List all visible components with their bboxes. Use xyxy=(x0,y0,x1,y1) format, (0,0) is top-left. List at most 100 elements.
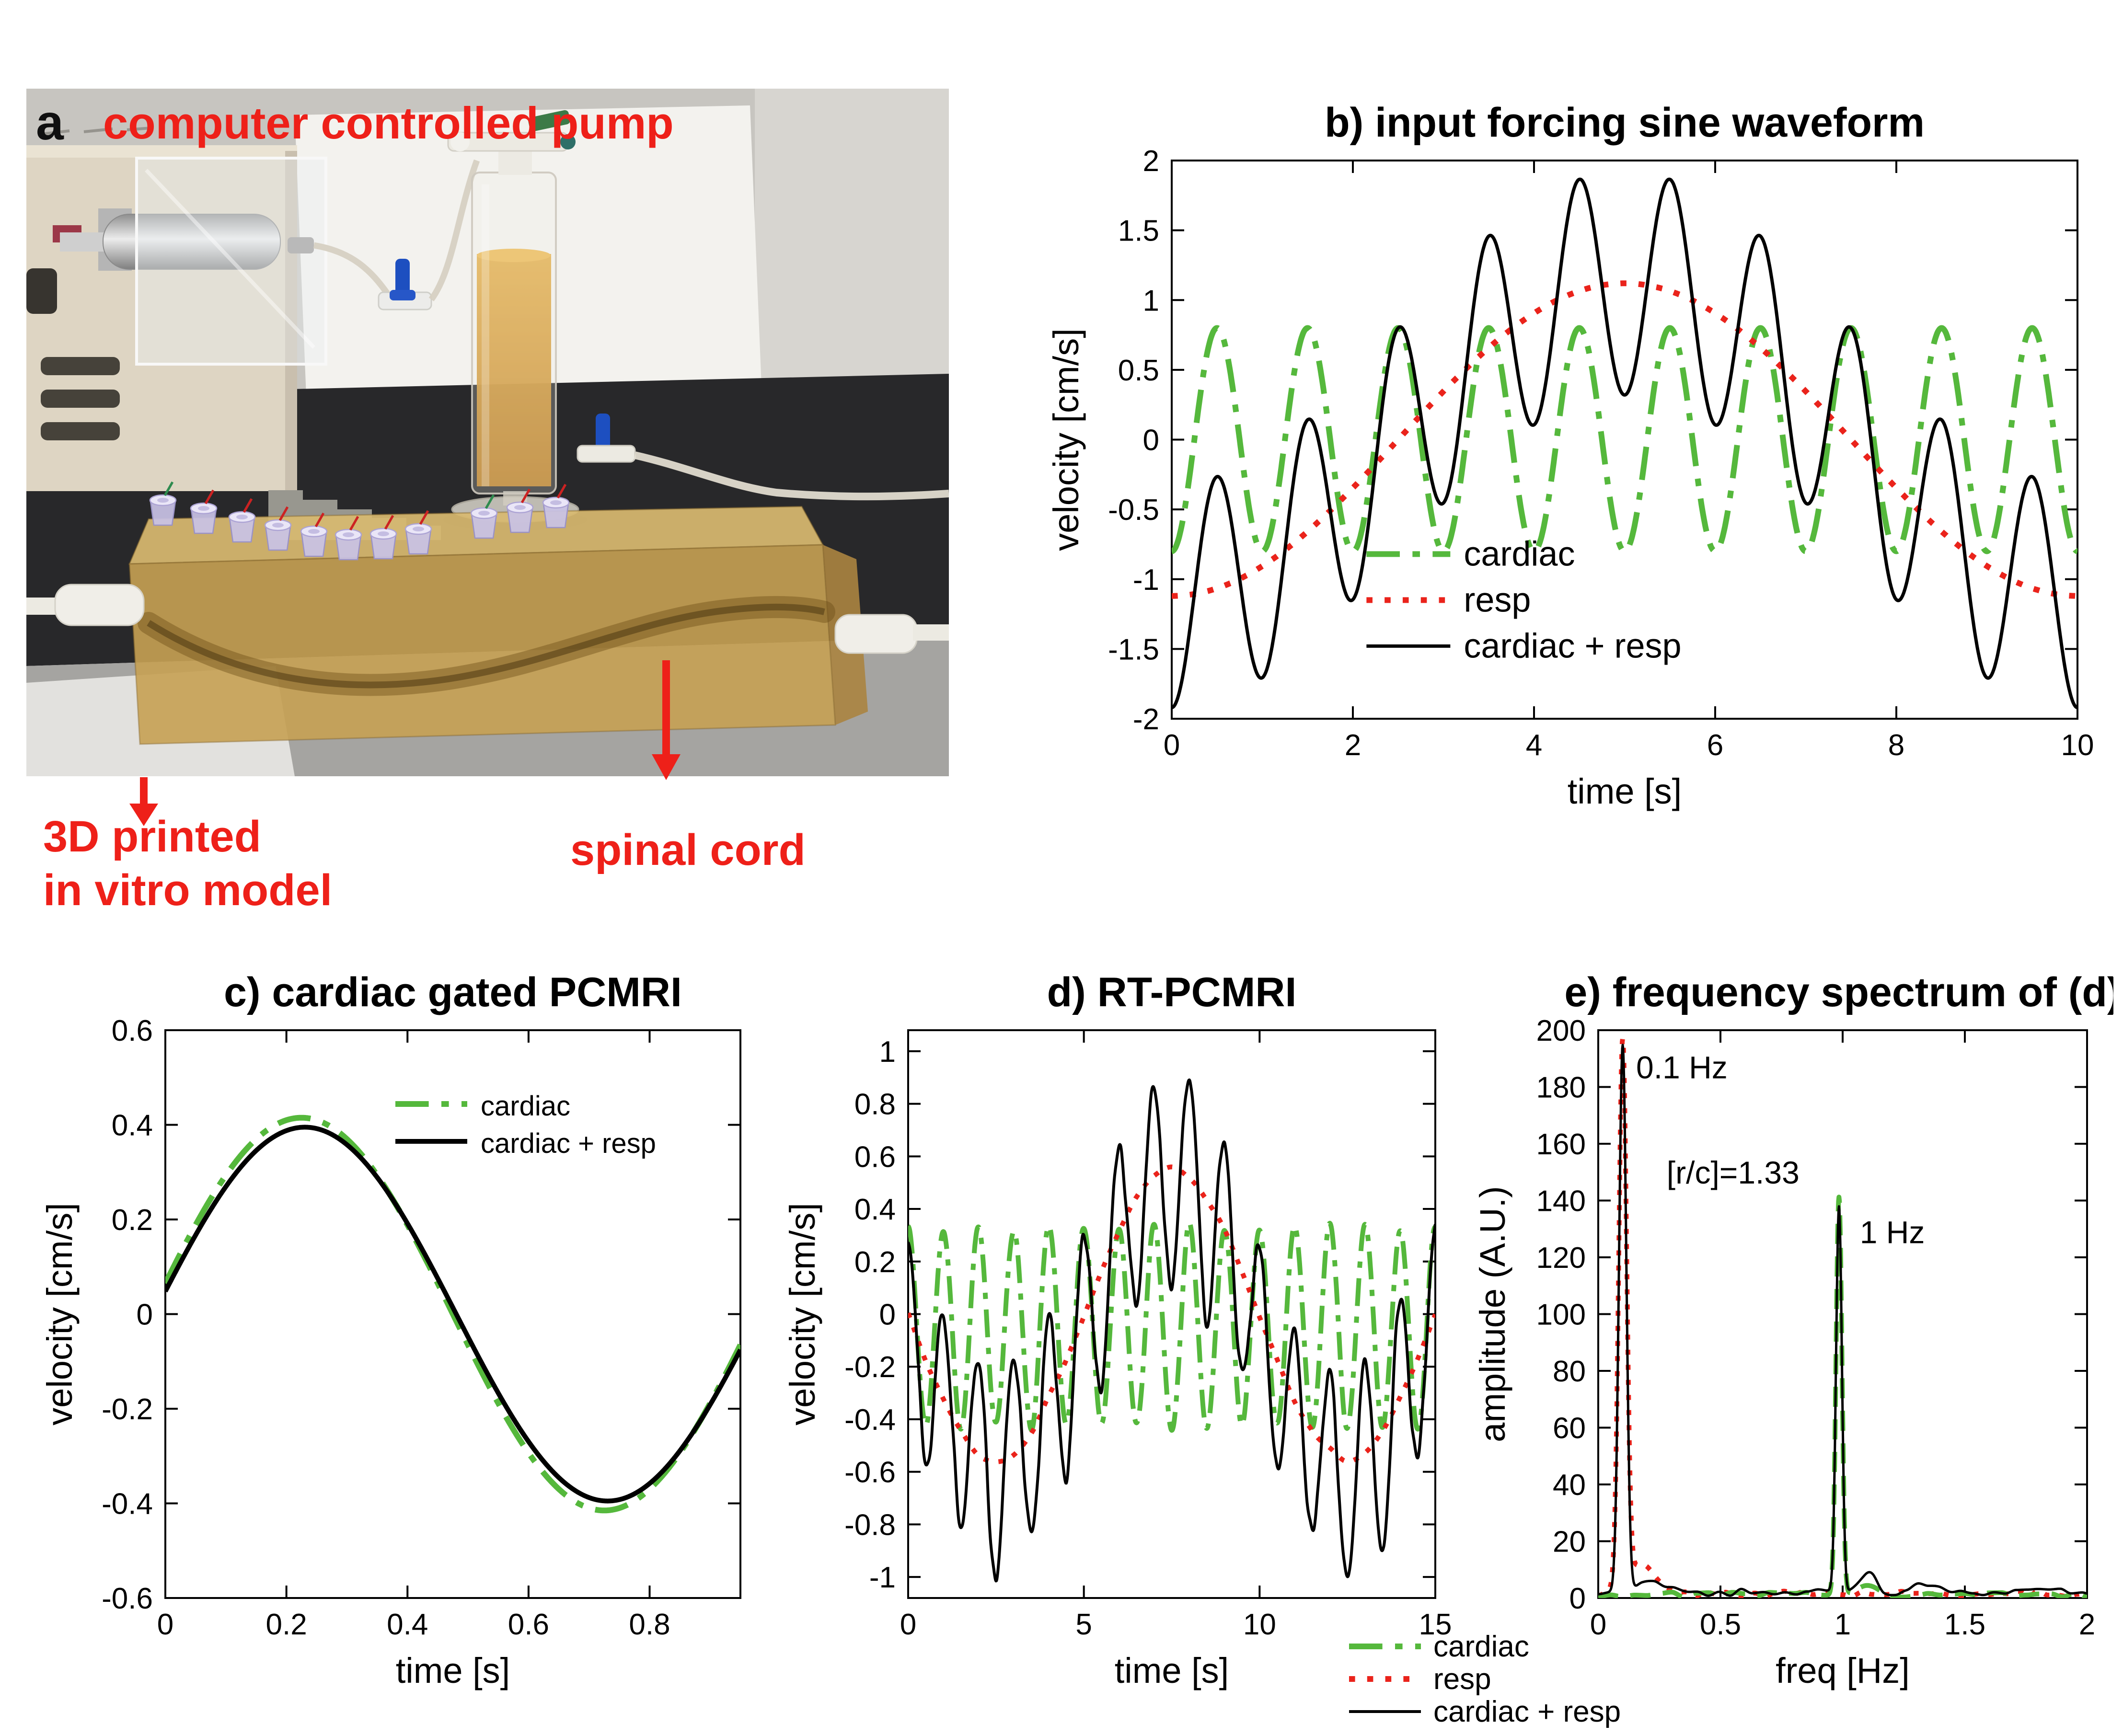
svg-text:2: 2 xyxy=(2079,1608,2095,1641)
label-3d-printed: 3D printed in vitro model xyxy=(43,810,332,917)
svg-text:0: 0 xyxy=(879,1299,896,1332)
svg-text:-0.5: -0.5 xyxy=(1108,494,1159,527)
legend-item: resp xyxy=(1349,1662,1621,1696)
svg-text:160: 160 xyxy=(1536,1128,1586,1161)
svg-text:1.5: 1.5 xyxy=(1944,1608,1985,1641)
svg-text:0.4: 0.4 xyxy=(387,1608,428,1641)
svg-text:-0.2: -0.2 xyxy=(102,1393,153,1426)
svg-text:-0.8: -0.8 xyxy=(844,1508,896,1541)
svg-text:cardiac: cardiac xyxy=(481,1091,570,1122)
svg-text:0.5: 0.5 xyxy=(1118,354,1159,387)
svg-text:0: 0 xyxy=(900,1608,916,1641)
svg-text:1: 1 xyxy=(1835,1608,1851,1641)
svg-text:0.6: 0.6 xyxy=(508,1608,549,1641)
legend-item: cardiac xyxy=(1349,1630,1621,1663)
svg-text:2: 2 xyxy=(1345,729,1361,762)
pump-label: computer controlled pump xyxy=(103,98,674,148)
legend-line-sample xyxy=(1349,1710,1421,1713)
label-3d-line1: 3D printed xyxy=(43,812,261,861)
svg-text:-0.4: -0.4 xyxy=(102,1488,153,1521)
svg-text:cardiac + resp: cardiac + resp xyxy=(1464,627,1681,665)
svg-text:60: 60 xyxy=(1553,1412,1586,1445)
svg-text:200: 200 xyxy=(1536,1014,1586,1047)
svg-text:-1.5: -1.5 xyxy=(1108,633,1159,666)
svg-text:0: 0 xyxy=(157,1608,173,1641)
svg-text:0.6: 0.6 xyxy=(854,1140,896,1173)
panel-a-tag: a xyxy=(36,95,64,150)
svg-text:1: 1 xyxy=(1143,284,1159,317)
svg-text:-2: -2 xyxy=(1133,703,1159,736)
svg-text:6: 6 xyxy=(1707,729,1723,762)
svg-text:-0.6: -0.6 xyxy=(844,1456,896,1489)
svg-text:[r/c]=1.33: [r/c]=1.33 xyxy=(1667,1155,1800,1190)
svg-text:0: 0 xyxy=(1569,1582,1586,1615)
legend-item: cardiac + resp xyxy=(1349,1695,1621,1728)
svg-text:15: 15 xyxy=(1419,1608,1452,1641)
svg-text:0.6: 0.6 xyxy=(112,1014,153,1047)
svg-text:40: 40 xyxy=(1553,1469,1586,1502)
svg-text:0.8: 0.8 xyxy=(854,1088,896,1121)
svg-text:8: 8 xyxy=(1888,729,1904,762)
chart-rt-pcmri: 0 5 10 15 -1 -0.8 -0.6 -0.4 -0.2 0 0.2 0.4 0.6 0.8 1 d)… xyxy=(781,968,1462,1711)
svg-text:-0.2: -0.2 xyxy=(844,1351,896,1384)
svg-text:5: 5 xyxy=(1075,1608,1092,1641)
svg-text:0: 0 xyxy=(137,1299,153,1332)
svg-text:time [s]: time [s] xyxy=(396,1651,510,1690)
svg-text:2: 2 xyxy=(1143,145,1159,178)
svg-text:0.2: 0.2 xyxy=(854,1246,896,1279)
chart-cardiac-gated-pcmri: 0 0.2 0.4 0.6 0.8 -0.6 -0.4 -0.2 0 0.2 0.4 0.6 c) ca… xyxy=(38,968,767,1711)
svg-text:0: 0 xyxy=(1590,1608,1606,1641)
svg-text:c) cardiac gated PCMRI: c) cardiac gated PCMRI xyxy=(224,969,682,1015)
port-valves xyxy=(149,481,570,561)
svg-text:0: 0 xyxy=(1164,729,1180,762)
svg-text:-0.6: -0.6 xyxy=(102,1582,153,1615)
label-spinal-cord: spinal cord xyxy=(570,826,806,874)
svg-text:-1: -1 xyxy=(1133,563,1159,597)
syringe-cylinder xyxy=(103,214,281,270)
svg-text:0.4: 0.4 xyxy=(112,1109,153,1142)
svg-text:freq [Hz]: freq [Hz] xyxy=(1776,1651,1910,1690)
svg-text:0.5: 0.5 xyxy=(1700,1608,1741,1641)
svg-text:0.8: 0.8 xyxy=(629,1608,670,1641)
svg-text:20: 20 xyxy=(1553,1526,1586,1559)
svg-text:80: 80 xyxy=(1553,1355,1586,1388)
arrow-down-icon xyxy=(129,777,158,826)
svg-text:amplitude (A.U.): amplitude (A.U.) xyxy=(1473,1186,1512,1442)
svg-text:1.5: 1.5 xyxy=(1118,215,1159,248)
panel-a-photo: a computer controlled pump xyxy=(26,89,949,776)
svg-text:0.2: 0.2 xyxy=(112,1204,153,1237)
svg-text:velocity [cm/s]: velocity [cm/s] xyxy=(783,1203,822,1426)
legend-item-label: resp xyxy=(1433,1662,1491,1696)
svg-text:0.1 Hz: 0.1 Hz xyxy=(1636,1050,1728,1085)
svg-text:10: 10 xyxy=(1243,1608,1276,1641)
svg-text:140: 140 xyxy=(1536,1185,1586,1218)
svg-text:velocity [cm/s]: velocity [cm/s] xyxy=(1046,328,1086,551)
right-connector xyxy=(834,614,918,654)
arrow-down-icon xyxy=(652,660,681,780)
pump-machine xyxy=(26,145,327,491)
svg-text:time [s]: time [s] xyxy=(1115,1651,1229,1690)
legend-item-label: cardiac + resp xyxy=(1433,1695,1621,1728)
svg-text:120: 120 xyxy=(1536,1242,1586,1275)
legend-line-sample xyxy=(1349,1676,1421,1682)
legend-rt-pcmri: cardiac resp cardiac + resp xyxy=(1349,1630,1621,1728)
svg-text:d) RT-PCMRI: d) RT-PCMRI xyxy=(1047,969,1297,1015)
legend-line-sample xyxy=(1349,1644,1421,1649)
svg-text:180: 180 xyxy=(1536,1071,1586,1104)
stopcock-valve-1 xyxy=(378,259,432,310)
svg-text:-0.4: -0.4 xyxy=(844,1403,896,1437)
left-connector xyxy=(54,584,145,626)
svg-text:1: 1 xyxy=(879,1035,896,1069)
svg-text:-1: -1 xyxy=(869,1561,896,1594)
svg-text:resp: resp xyxy=(1464,581,1531,619)
svg-text:10: 10 xyxy=(2061,729,2094,762)
svg-text:1 Hz: 1 Hz xyxy=(1860,1214,1925,1250)
svg-text:b) input forcing sine waveform: b) input forcing sine waveform xyxy=(1325,100,1925,146)
stopcock-valve-2 xyxy=(577,414,636,463)
svg-text:0.4: 0.4 xyxy=(854,1193,896,1226)
svg-text:e) frequency spectrum of (d): e) frequency spectrum of (d) xyxy=(1564,969,2113,1015)
setup-photo-illustration xyxy=(26,89,949,776)
chart-input-forcing-waveform: 0 2 4 6 8 10 -2 -1.5 -1 -0.5 0 0.5 1 1.5 2 b) input for… xyxy=(1045,98,2104,831)
svg-text:velocity [cm/s]: velocity [cm/s] xyxy=(40,1203,80,1426)
